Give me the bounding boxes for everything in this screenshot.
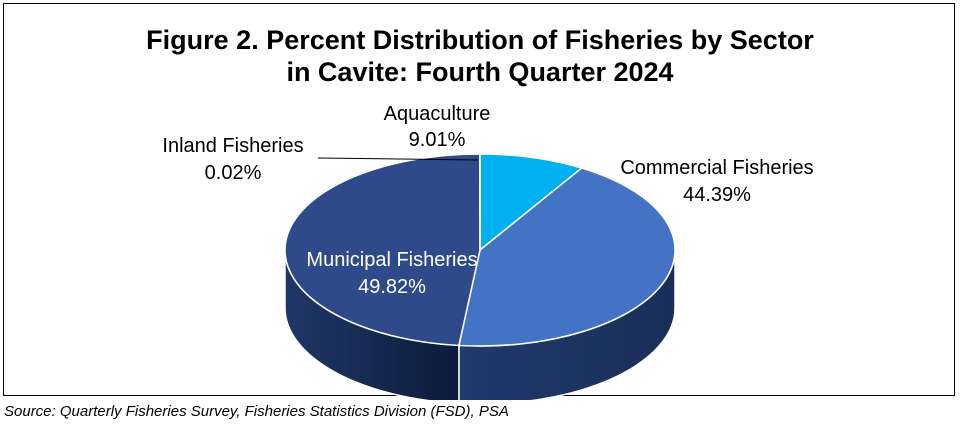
label-name-municipal-fisheries: Municipal Fisheries: [306, 249, 477, 271]
pie-slice-municipal-fisheries: [284, 153, 481, 347]
label-value-aquaculture: 9.01%: [409, 129, 466, 151]
label-value-municipal-fisheries: 49.82%: [358, 276, 426, 298]
label-name-inland-fisheries: Inland Fisheries: [162, 135, 303, 157]
label-name-commercial-fisheries: Commercial Fisheries: [620, 157, 813, 179]
pie-chart: Aquaculture 9.01% Commercial Fisheries 44.3…: [162, 103, 814, 400]
pie-tops: [284, 153, 676, 347]
label-value-inland-fisheries: 0.02%: [205, 162, 262, 184]
label-value-commercial-fisheries: 44.39%: [683, 184, 751, 206]
source-note: Source: Quarterly Fisheries Survey, Fish…: [4, 403, 509, 420]
chart-title-line-1: Figure 2. Percent Distribution of Fisher…: [146, 25, 814, 55]
chart-title-line-2: in Cavite: Fourth Quarter 2024: [286, 57, 674, 87]
label-name-aquaculture: Aquaculture: [384, 103, 491, 125]
pie-labels: Aquaculture 9.01% Commercial Fisheries 44.3…: [162, 103, 813, 298]
pie-slice-commercial-fisheries: [457, 167, 676, 347]
chart-title: Figure 2. Percent Distribution of Fisher…: [4, 24, 956, 88]
pie-slice-aquaculture: [479, 153, 584, 252]
leader-line-inland-fisheries: [317, 157, 478, 161]
